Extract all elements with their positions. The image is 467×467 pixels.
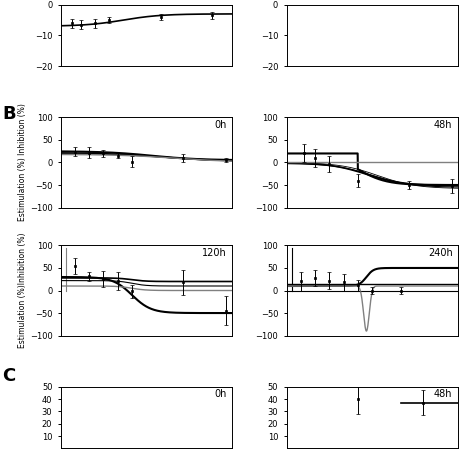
Text: 48h: 48h	[434, 120, 453, 130]
Y-axis label: Estimulation (%)Inhibition (%): Estimulation (%)Inhibition (%)	[18, 233, 27, 348]
Text: 120h: 120h	[202, 248, 226, 258]
Text: C: C	[2, 367, 15, 385]
Y-axis label: Estimulation (%) Inhibition (%): Estimulation (%) Inhibition (%)	[18, 104, 27, 221]
Text: 0h: 0h	[214, 120, 226, 130]
Text: 0h: 0h	[214, 389, 226, 399]
Text: 48h: 48h	[434, 389, 453, 399]
Text: 240h: 240h	[428, 248, 453, 258]
Text: B: B	[2, 105, 16, 123]
